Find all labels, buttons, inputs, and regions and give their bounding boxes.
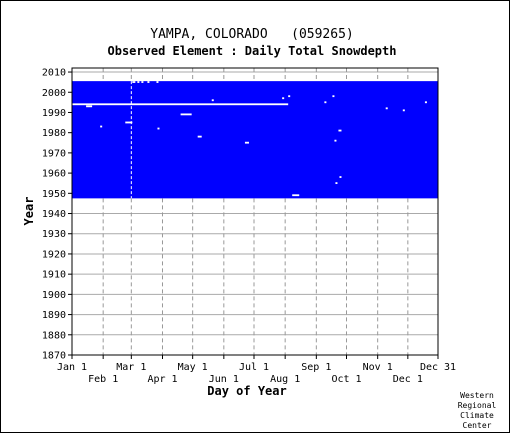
x-tick-label: Nov 1	[363, 362, 393, 373]
grid-lines	[71, 67, 439, 356]
missing-data-mark	[402, 109, 405, 112]
missing-data-mark	[211, 99, 214, 102]
y-tick-label: 1910	[42, 270, 66, 281]
missing-data-mark	[334, 139, 337, 142]
y-tick-label: 1960	[42, 169, 66, 180]
missing-data-mark	[156, 81, 159, 83]
y-tick-label: 1870	[42, 351, 66, 362]
y-tick-label: 1980	[42, 128, 66, 139]
missing-data-mark	[100, 125, 103, 128]
credit-line: Center	[463, 421, 492, 430]
x-tick-label: Jan 1	[57, 362, 87, 373]
y-tick-label: 1930	[42, 229, 66, 240]
data-cell-block	[72, 81, 438, 199]
missing-data-mark	[282, 97, 285, 100]
data-layer	[72, 81, 438, 199]
y-tick-label: 1970	[42, 148, 66, 159]
missing-data-mark	[72, 103, 289, 106]
y-axis-label: Year	[22, 197, 36, 226]
chart-title: YAMPA, COLORADO (059265)	[150, 27, 354, 42]
credit-line: Western	[460, 391, 494, 400]
x-tick-label: Apr 1	[147, 374, 177, 385]
x-tick-label: Oct 1	[331, 374, 361, 385]
missing-data-mark	[197, 135, 202, 138]
missing-data-mark	[141, 81, 144, 83]
missing-data-mark	[288, 95, 291, 98]
missing-data-mark	[157, 127, 160, 130]
missing-data-mark	[292, 194, 300, 197]
x-tick-label: Jun 1	[209, 374, 239, 385]
y-tick-label: 1920	[42, 249, 66, 260]
credit-line: Regional	[458, 401, 497, 410]
x-tick-label: Feb 1	[88, 374, 118, 385]
y-tick-label: 1940	[42, 209, 66, 220]
missing-data-mark	[86, 105, 93, 108]
chart-subtitle: Observed Element : Daily Total Snowdepth	[108, 44, 397, 58]
missing-data-mark	[338, 129, 342, 132]
missing-data-mark	[147, 81, 150, 83]
missing-data-mark	[339, 176, 342, 178]
plot-border	[71, 67, 439, 356]
missing-data-mark	[324, 101, 327, 104]
missing-data-mark	[180, 113, 192, 116]
y-tick-label: 2000	[42, 88, 66, 99]
x-tick-label: Sep 1	[301, 362, 331, 373]
x-tick-label: Aug 1	[270, 374, 300, 385]
y-axis: 1870 1880 1890 1900 1910 1920 1930 1940 1950 1960…	[42, 68, 72, 362]
y-tick-label: 1990	[42, 108, 66, 119]
missing-data-mark	[132, 81, 136, 83]
y-tick-label: 1900	[42, 290, 66, 301]
y-tick-label: 1880	[42, 330, 66, 341]
missing-data-mark	[244, 141, 249, 144]
y-tick-label: 2010	[42, 68, 66, 79]
x-tick-label: Dec 31	[420, 362, 456, 373]
x-axis-label: Day of Year	[207, 384, 286, 398]
y-tick-label: 1950	[42, 189, 66, 200]
missing-data-mark	[125, 121, 133, 124]
missing-data-mark	[332, 95, 335, 98]
missing-data-mark	[424, 101, 427, 104]
x-tick-label: May 1	[178, 362, 208, 373]
missing-data-mark	[335, 182, 338, 185]
y-tick-label: 1890	[42, 310, 66, 321]
x-tick-label: Dec 1	[393, 374, 423, 385]
missing-data-mark	[385, 107, 388, 110]
x-axis: Jan 1 Mar 1 May 1 Jul 1 Sep 1 Nov 1 Dec 31 Feb …	[57, 355, 456, 385]
x-tick-label: Jul 1	[239, 362, 269, 373]
credit-line: Climate	[460, 411, 494, 420]
missing-data-mark	[137, 81, 140, 83]
x-tick-label: Mar 1	[116, 362, 146, 373]
